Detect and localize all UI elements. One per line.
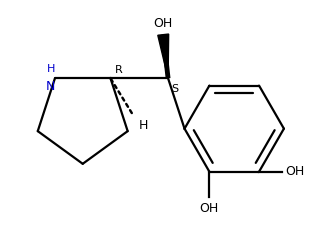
Text: OH: OH [200,202,219,215]
Text: OH: OH [154,17,173,30]
Text: H: H [47,64,55,74]
Polygon shape [158,34,169,78]
Text: R: R [115,65,123,75]
Text: N: N [46,79,55,92]
Text: S: S [171,84,178,94]
Text: H: H [138,119,148,133]
Text: OH: OH [286,165,305,178]
